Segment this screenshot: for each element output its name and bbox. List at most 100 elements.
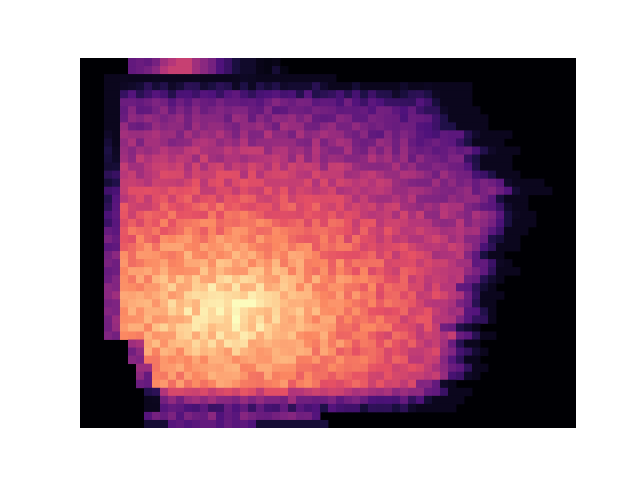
heatmap-cell bbox=[152, 194, 161, 204]
heatmap-cell bbox=[392, 138, 401, 147]
heatmap-cell bbox=[280, 363, 289, 373]
heatmap-cell bbox=[232, 291, 241, 300]
heatmap-cell bbox=[208, 323, 217, 332]
heatmap-cell bbox=[288, 138, 297, 147]
heatmap-cell bbox=[128, 299, 137, 308]
heatmap-cell bbox=[360, 307, 369, 316]
heatmap-cell bbox=[144, 419, 153, 428]
heatmap-cell bbox=[136, 323, 145, 332]
heatmap-cell bbox=[152, 347, 161, 357]
heatmap-cell bbox=[208, 170, 217, 180]
heatmap-cell bbox=[184, 267, 193, 276]
heatmap-cell bbox=[152, 259, 161, 268]
heatmap-cell bbox=[288, 114, 297, 123]
heatmap-cell bbox=[344, 186, 353, 196]
heatmap-cell bbox=[408, 114, 417, 123]
heatmap-cell bbox=[472, 315, 481, 324]
heatmap-cell bbox=[384, 259, 393, 268]
heatmap-cell bbox=[352, 114, 361, 123]
heatmap-cell bbox=[144, 74, 153, 83]
heatmap-cell bbox=[312, 202, 321, 212]
heatmap-cell bbox=[248, 106, 257, 115]
heatmap-cell bbox=[184, 419, 193, 428]
heatmap-cell bbox=[456, 283, 465, 292]
heatmap-cell bbox=[184, 251, 193, 260]
heatmap-cell bbox=[400, 186, 409, 196]
heatmap-cell bbox=[216, 403, 225, 413]
heatmap-cell bbox=[416, 170, 425, 180]
heatmap-cell bbox=[160, 323, 169, 332]
heatmap-cell bbox=[168, 315, 177, 324]
heatmap-cell bbox=[456, 339, 465, 348]
heatmap-cell bbox=[192, 98, 201, 107]
heatmap-cell bbox=[288, 243, 297, 252]
heatmap-cell bbox=[424, 154, 433, 163]
heatmap-cell bbox=[456, 154, 465, 163]
heatmap-cell bbox=[136, 74, 145, 83]
heatmap-cell bbox=[384, 178, 393, 188]
heatmap-cell bbox=[136, 243, 145, 252]
heatmap-cell bbox=[400, 371, 409, 381]
heatmap-cell bbox=[192, 66, 201, 75]
heatmap-cell bbox=[248, 283, 257, 292]
heatmap-cell bbox=[488, 299, 497, 308]
heatmap-cell bbox=[296, 186, 305, 196]
heatmap-cell bbox=[248, 371, 257, 381]
heatmap-cell bbox=[264, 98, 273, 107]
heatmap-cell bbox=[472, 339, 481, 348]
heatmap-cell bbox=[144, 90, 153, 99]
heatmap-cell bbox=[248, 387, 257, 397]
heatmap-cell bbox=[232, 66, 241, 75]
heatmap-cell bbox=[128, 275, 137, 284]
heatmap-cell bbox=[368, 387, 377, 397]
heatmap-cell bbox=[344, 259, 353, 268]
heatmap-cell bbox=[320, 90, 329, 99]
heatmap-cell bbox=[256, 106, 265, 115]
heatmap-cell bbox=[352, 98, 361, 107]
heatmap-cell bbox=[376, 130, 385, 139]
heatmap-cell bbox=[368, 122, 377, 131]
heatmap-cell bbox=[480, 267, 489, 276]
heatmap-cell bbox=[120, 259, 129, 268]
heatmap-cell bbox=[144, 98, 153, 107]
heatmap-cell bbox=[312, 106, 321, 115]
heatmap-cell bbox=[216, 226, 225, 236]
heatmap-cell bbox=[104, 226, 113, 236]
heatmap-cell bbox=[336, 98, 345, 107]
heatmap-cell bbox=[368, 363, 377, 373]
heatmap-cell bbox=[248, 146, 257, 155]
heatmap-cell bbox=[432, 299, 441, 308]
heatmap-cell bbox=[472, 210, 481, 220]
heatmap-cell bbox=[496, 202, 505, 212]
heatmap-cell bbox=[320, 122, 329, 131]
heatmap-cell bbox=[496, 267, 505, 276]
heatmap-cell bbox=[256, 339, 265, 348]
heatmap-cell bbox=[280, 395, 289, 405]
heatmap-cell bbox=[200, 202, 209, 212]
heatmap-cell bbox=[360, 210, 369, 220]
heatmap-cell bbox=[376, 218, 385, 228]
heatmap-cell bbox=[232, 251, 241, 260]
heatmap-cell bbox=[232, 339, 241, 348]
heatmap-cell bbox=[328, 363, 337, 373]
heatmap-cell bbox=[408, 395, 417, 405]
heatmap-cell bbox=[176, 363, 185, 373]
heatmap-cell bbox=[144, 363, 153, 373]
heatmap-cell bbox=[424, 355, 433, 365]
heatmap-cell bbox=[400, 194, 409, 204]
heatmap-cell bbox=[368, 331, 377, 340]
heatmap-cell bbox=[160, 347, 169, 357]
heatmap-cell bbox=[224, 243, 233, 252]
heatmap-cell bbox=[200, 379, 209, 389]
heatmap-cell bbox=[120, 82, 129, 91]
heatmap-cell bbox=[168, 98, 177, 107]
heatmap-cell bbox=[256, 98, 265, 107]
heatmap-cell bbox=[328, 403, 337, 413]
heatmap-cell bbox=[416, 291, 425, 300]
heatmap-cell bbox=[208, 218, 217, 228]
heatmap-cell bbox=[104, 146, 113, 155]
heatmap-cell bbox=[256, 371, 265, 381]
heatmap-cell bbox=[272, 419, 281, 428]
heatmap-cell bbox=[336, 138, 345, 147]
heatmap-cell bbox=[224, 267, 233, 276]
